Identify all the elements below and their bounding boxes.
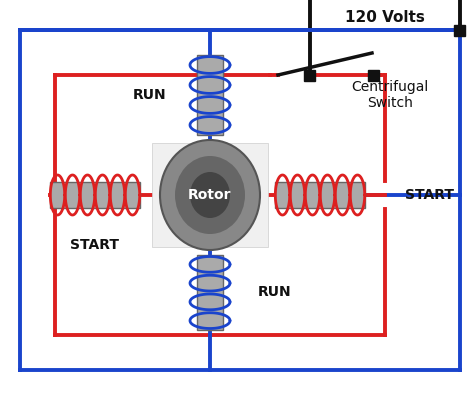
Bar	[275, 182, 365, 208]
Bar	[197, 55, 223, 135]
Bar	[368, 70, 379, 81]
Ellipse shape	[160, 140, 260, 250]
Bar	[304, 70, 316, 81]
Ellipse shape	[175, 156, 245, 234]
Text: Centrifugal
Switch: Centrifugal Switch	[351, 80, 428, 110]
Text: RUN: RUN	[133, 88, 167, 102]
Ellipse shape	[190, 172, 230, 218]
Bar	[152, 143, 268, 247]
Text: START: START	[405, 188, 454, 202]
Bar	[197, 255, 223, 330]
Bar	[50, 182, 140, 208]
Text: RUN: RUN	[258, 286, 292, 299]
Text: 120 Volts: 120 Volts	[345, 11, 425, 26]
Bar	[455, 24, 465, 36]
Text: START: START	[71, 238, 119, 252]
Text: Rotor: Rotor	[188, 188, 232, 202]
